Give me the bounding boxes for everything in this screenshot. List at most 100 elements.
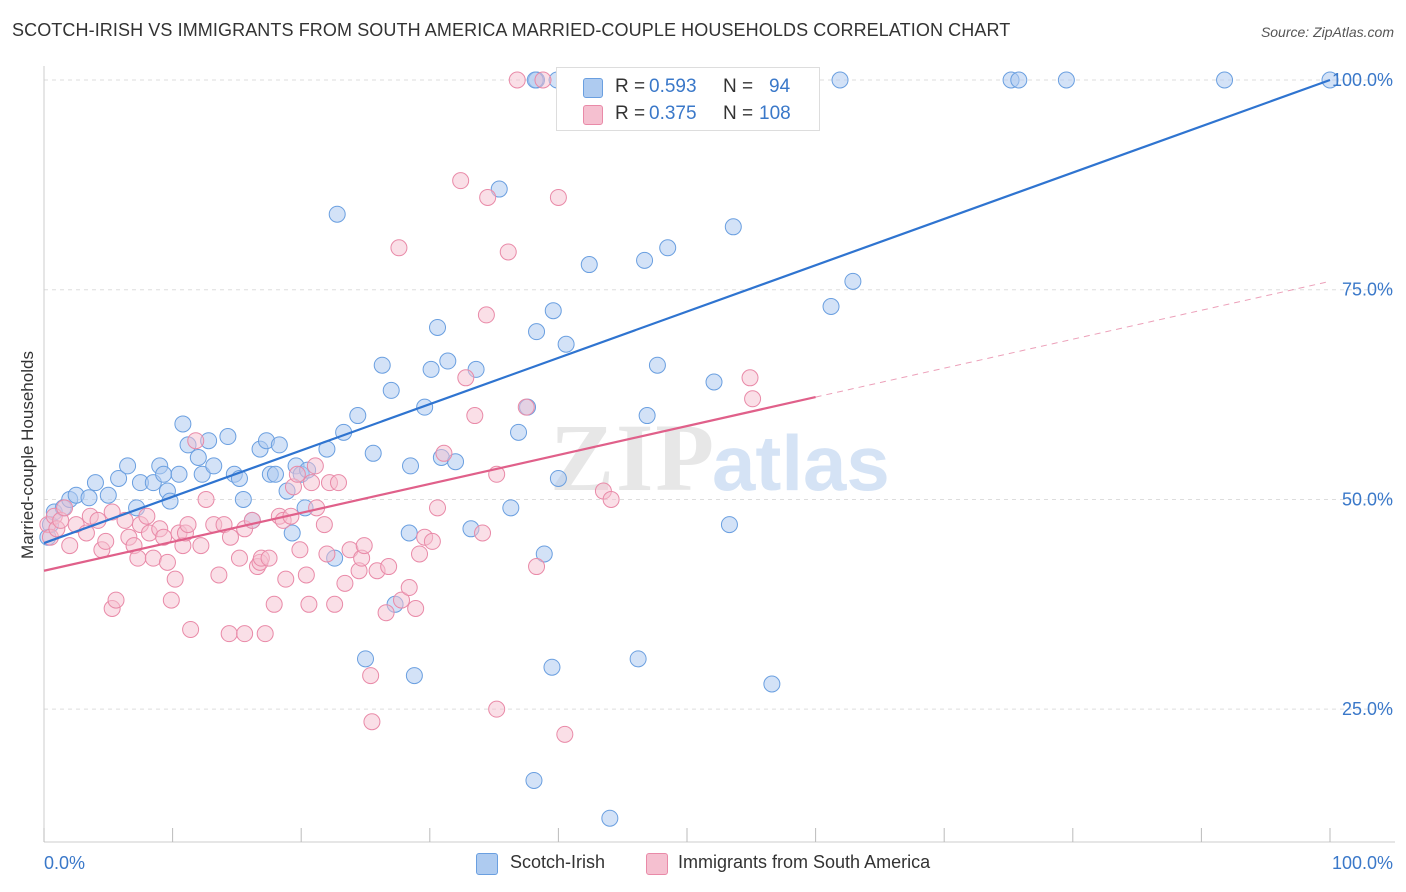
- immigrants-point: [528, 558, 546, 576]
- scotch-irish-point: [502, 499, 520, 517]
- y-tick-label: 100.0%: [1332, 70, 1393, 90]
- scotch-irish-point: [544, 302, 562, 320]
- immigrants-trend-line: [43, 396, 816, 572]
- scotch-irish-point: [648, 356, 666, 374]
- scotch-irish-point: [549, 469, 567, 487]
- scotch-irish-point: [99, 486, 117, 504]
- scotch-irish-point: [844, 272, 862, 290]
- immigrants-point: [179, 516, 197, 534]
- n-label: N =: [723, 103, 754, 124]
- immigrants-point: [435, 444, 453, 462]
- immigrants-point: [377, 604, 395, 622]
- immigrants-point: [221, 528, 239, 546]
- scotch-irish-point: [86, 474, 104, 492]
- correlation-legend: R = 0.593 N = 94 R = 0.375 N = 108: [556, 67, 820, 131]
- scotch-irish-point: [447, 453, 465, 471]
- immigrants-point: [144, 549, 162, 567]
- x-tick-label: 100.0%: [1332, 853, 1393, 873]
- immigrants-point: [210, 566, 228, 584]
- blue-swatch: [583, 78, 603, 98]
- immigrants-point: [97, 532, 115, 550]
- n-value: 94: [769, 76, 791, 97]
- scotch-irish-point: [373, 356, 391, 374]
- immigrants-point: [602, 490, 620, 508]
- scotch-irish-point: [705, 373, 723, 391]
- immigrants-point: [265, 595, 283, 613]
- tick-labels: 25.0% 50.0% 75.0% 100.0% 0.0% 100.0%: [44, 70, 1393, 873]
- immigrants-point: [220, 625, 238, 643]
- immigrants-point: [158, 553, 176, 571]
- scotch-irish-point: [170, 465, 188, 483]
- immigrants-point: [407, 600, 425, 617]
- scotch-irish-point: [283, 524, 301, 542]
- legend-label: Scotch-Irish: [510, 852, 606, 872]
- immigrants-point: [741, 369, 759, 387]
- immigrants-point: [474, 524, 492, 542]
- scotch-irish-point: [763, 675, 781, 693]
- immigrants-point: [329, 474, 347, 492]
- immigrants-point: [534, 71, 552, 89]
- immigrants-point: [260, 549, 278, 567]
- scotch-irish-point: [110, 469, 128, 487]
- scotch-irish-trend-line: [43, 78, 1331, 545]
- immigrants-point: [166, 570, 184, 588]
- scotch-irish-point: [189, 449, 207, 466]
- scotch-irish-point: [328, 205, 346, 223]
- scotch-irish-point: [636, 251, 654, 269]
- scotch-irish-point: [638, 407, 656, 425]
- immigrants-point: [549, 188, 567, 206]
- immigrants-point: [155, 528, 173, 546]
- immigrants-point: [230, 549, 248, 567]
- immigrants-point: [362, 667, 380, 685]
- immigrants-point: [477, 306, 495, 324]
- immigrants-point: [236, 625, 254, 643]
- pink-swatch: [646, 853, 668, 875]
- immigrants-point: [326, 595, 344, 613]
- immigrants-point: [302, 474, 320, 492]
- chart-title: SCOTCH-IRISH VS IMMIGRANTS FROM SOUTH AM…: [12, 20, 1011, 40]
- scotch-irish-point: [422, 360, 440, 378]
- scotch-irish-point: [266, 465, 284, 483]
- scotch-irish-point: [80, 489, 98, 507]
- scotch-irish-point: [405, 667, 423, 685]
- scotch-irish-point: [490, 180, 508, 198]
- scotch-irish-point: [525, 771, 543, 789]
- legend-row-scotch-irish: R = 0.593 N = 94: [557, 74, 819, 102]
- immigrants-point: [256, 625, 274, 643]
- scotch-irish-point: [270, 436, 288, 454]
- scotch-irish-point: [429, 318, 447, 336]
- immigrants-point: [355, 537, 373, 555]
- immigrants-trend-extension: [815, 280, 1331, 398]
- immigrants-point: [56, 499, 74, 517]
- scotch-irish-point: [1010, 71, 1028, 89]
- immigrants-point: [277, 570, 295, 588]
- scotch-irish-point: [155, 465, 173, 483]
- scotch-irish-point: [400, 524, 418, 542]
- scotch-irish-point: [219, 428, 237, 446]
- scotch-irish-point: [822, 298, 840, 315]
- immigrants-point: [393, 591, 411, 609]
- immigrants-point: [315, 516, 333, 534]
- immigrants-point: [411, 545, 429, 563]
- scotch-irish-point: [357, 650, 374, 668]
- r-value: 0.375: [649, 103, 697, 124]
- scotch-irish-point: [510, 423, 528, 441]
- immigrants-point: [556, 725, 574, 743]
- scotch-irish-point: [193, 465, 211, 483]
- immigrants-point: [517, 398, 535, 416]
- immigrants-point: [61, 537, 79, 555]
- immigrants-point: [318, 545, 336, 563]
- legend-row-immigrants: R = 0.375 N = 108: [557, 101, 819, 129]
- immigrants-point: [744, 390, 762, 408]
- immigrants-point: [423, 532, 441, 550]
- scotch-irish-point: [174, 415, 192, 433]
- immigrants-point: [300, 595, 318, 613]
- scotch-irish-point: [629, 650, 647, 668]
- grid-lines: [44, 79, 1395, 710]
- immigrants-point: [288, 465, 306, 483]
- immigrants-point: [107, 591, 125, 609]
- scotch-irish-point: [382, 381, 400, 399]
- trend-lines: [43, 78, 1331, 572]
- legend-label: Immigrants from South America: [678, 852, 931, 872]
- n-label: N =: [723, 76, 754, 97]
